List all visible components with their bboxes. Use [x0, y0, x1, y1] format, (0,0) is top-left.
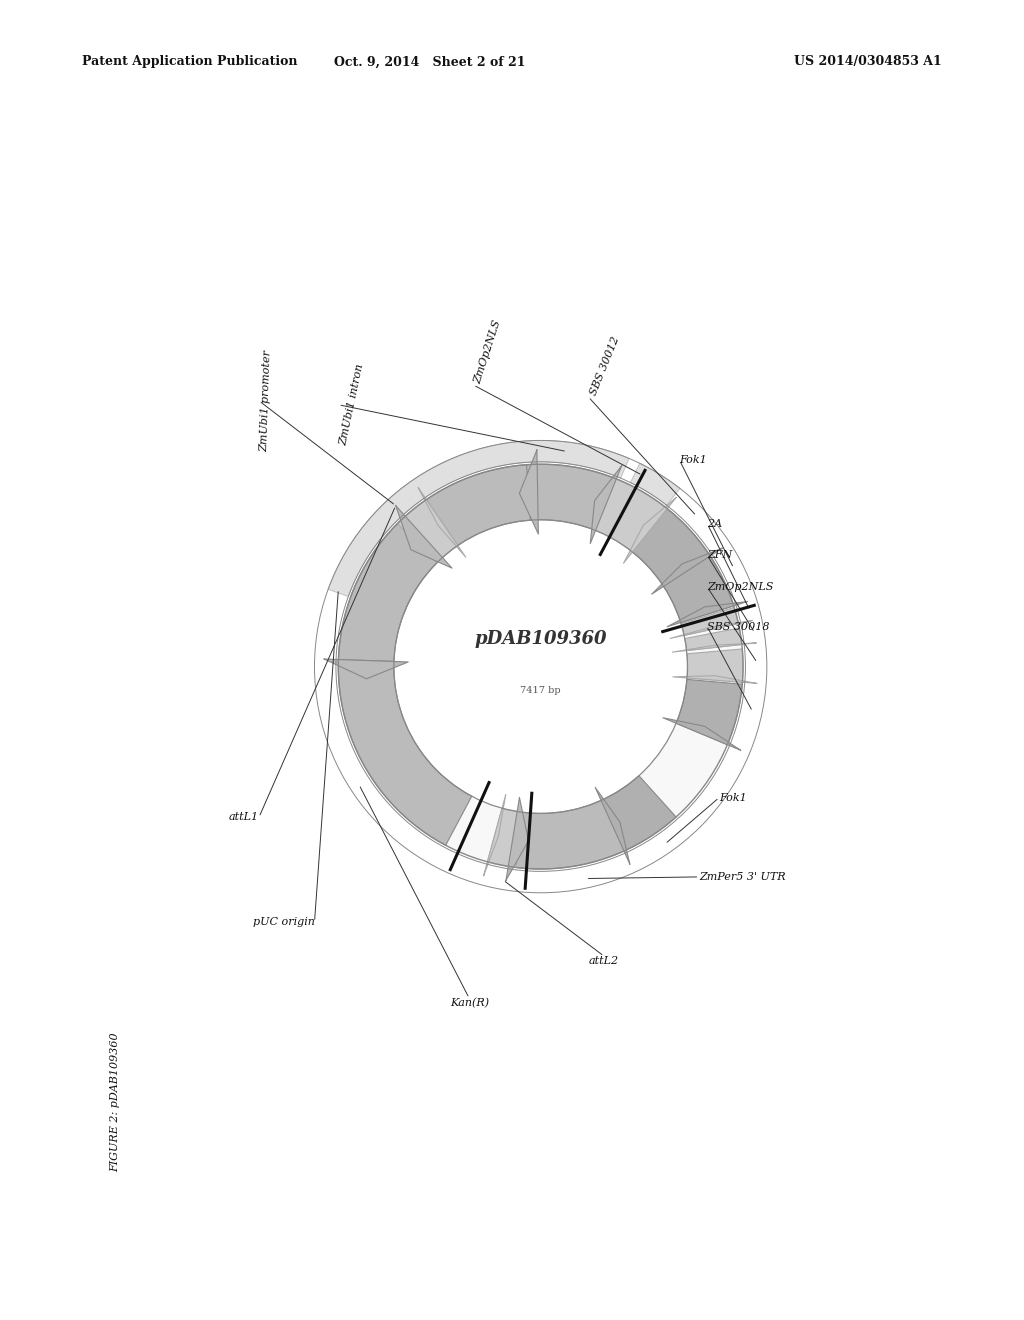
- Text: ZmUbi1 promoter: ZmUbi1 promoter: [259, 350, 272, 451]
- Polygon shape: [681, 607, 738, 635]
- Polygon shape: [667, 602, 748, 627]
- Polygon shape: [419, 488, 466, 557]
- Text: US 2014/0304853 A1: US 2014/0304853 A1: [795, 55, 942, 69]
- Polygon shape: [519, 450, 539, 535]
- Polygon shape: [595, 788, 630, 865]
- Polygon shape: [631, 507, 711, 586]
- Polygon shape: [590, 466, 622, 544]
- Polygon shape: [593, 478, 668, 552]
- Polygon shape: [328, 441, 629, 597]
- Polygon shape: [663, 718, 740, 750]
- Text: pDAB109360: pDAB109360: [474, 630, 607, 648]
- Text: Kan(R): Kan(R): [450, 998, 488, 1008]
- Polygon shape: [631, 463, 680, 506]
- Polygon shape: [395, 506, 452, 568]
- Text: 7417 bp: 7417 bp: [520, 686, 561, 694]
- Polygon shape: [350, 465, 538, 616]
- Polygon shape: [397, 499, 458, 562]
- Text: ZFN: ZFN: [708, 550, 732, 561]
- Text: ZmUbi1 intron: ZmUbi1 intron: [338, 363, 366, 446]
- Polygon shape: [673, 643, 756, 652]
- Circle shape: [394, 520, 687, 813]
- Text: pUC origin: pUC origin: [253, 917, 314, 927]
- Polygon shape: [687, 649, 743, 682]
- Text: Fok1: Fok1: [719, 792, 746, 803]
- Polygon shape: [483, 795, 506, 875]
- Text: ZmOp2NLS: ZmOp2NLS: [473, 318, 503, 385]
- Circle shape: [338, 465, 743, 869]
- Text: SBS 30018: SBS 30018: [708, 622, 770, 632]
- Polygon shape: [663, 553, 733, 623]
- Polygon shape: [338, 660, 472, 845]
- Text: attL1: attL1: [228, 812, 259, 822]
- Text: Oct. 9, 2014   Sheet 2 of 21: Oct. 9, 2014 Sheet 2 of 21: [334, 55, 526, 69]
- Text: attL2: attL2: [589, 956, 620, 966]
- Polygon shape: [508, 800, 627, 869]
- Text: Fok1: Fok1: [680, 455, 708, 465]
- Text: Patent Application Publication: Patent Application Publication: [82, 55, 297, 69]
- Polygon shape: [670, 620, 753, 639]
- Text: FIGURE 2: pDAB109360: FIGURE 2: pDAB109360: [111, 1032, 121, 1172]
- Polygon shape: [673, 676, 757, 684]
- Polygon shape: [338, 516, 442, 661]
- Polygon shape: [676, 680, 742, 744]
- Polygon shape: [601, 776, 676, 851]
- Polygon shape: [325, 659, 409, 678]
- Polygon shape: [651, 548, 722, 594]
- Polygon shape: [506, 797, 528, 880]
- Text: 2A: 2A: [708, 519, 723, 529]
- Text: SBS 30012: SBS 30012: [588, 335, 621, 397]
- Polygon shape: [624, 498, 676, 564]
- Text: ZmOp2NLS: ZmOp2NLS: [708, 582, 774, 593]
- Polygon shape: [487, 808, 523, 867]
- Polygon shape: [526, 465, 616, 531]
- Polygon shape: [685, 628, 741, 651]
- Text: ZmPer5 3' UTR: ZmPer5 3' UTR: [699, 873, 786, 882]
